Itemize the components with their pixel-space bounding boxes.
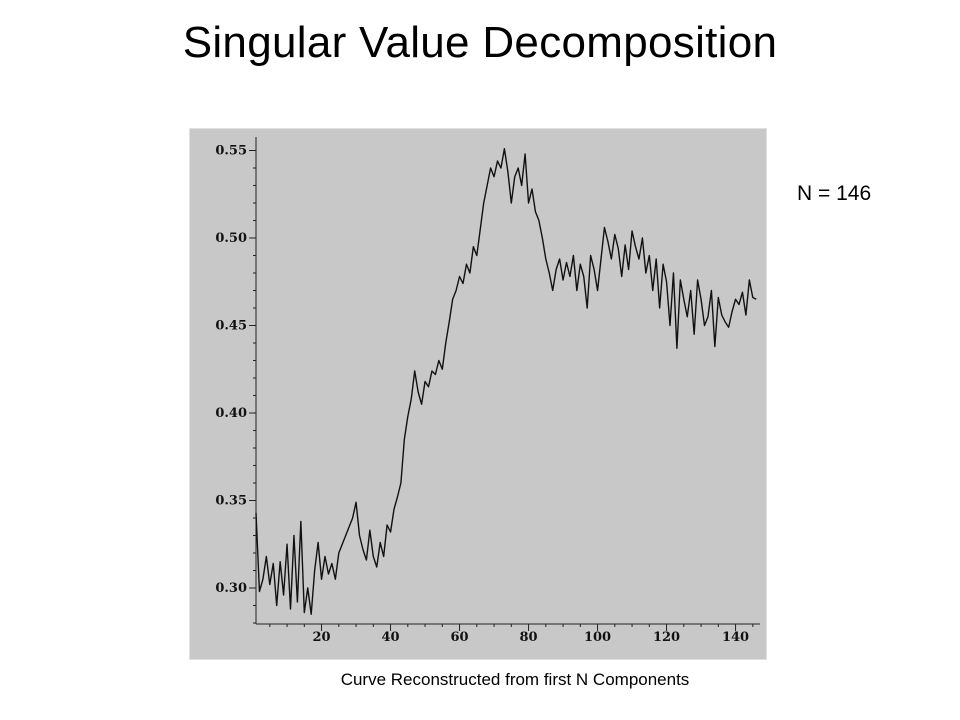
- x-tick-label: 140: [722, 630, 749, 645]
- slide-title: Singular Value Decomposition: [182, 18, 778, 67]
- component-count-label: N = 146: [797, 182, 872, 205]
- x-tick-label: 120: [653, 630, 680, 645]
- y-tick-label: 0.45: [215, 319, 247, 334]
- x-tick-label: 20: [313, 630, 331, 645]
- x-tick-label: 80: [520, 630, 538, 645]
- y-tick-label: 0.35: [215, 494, 247, 509]
- chart-caption: Curve Reconstructed from first N Compone…: [340, 670, 690, 689]
- y-tick-label: 0.40: [215, 406, 247, 421]
- y-tick-label: 0.55: [215, 144, 247, 159]
- y-axis: 0.30 0.35 0.40 0.45 0.50 0.55: [215, 137, 257, 624]
- x-tick-label: 100: [584, 630, 611, 645]
- x-tick-label: 60: [451, 630, 469, 645]
- x-tick-label: 40: [382, 630, 400, 645]
- series-group: [255, 148, 757, 615]
- series-line: [255, 148, 757, 615]
- x-axis: 20 40 60 80 100 120 140: [256, 623, 760, 645]
- line-chart: 0.30 0.35 0.40 0.45 0.50 0.55 20 40 60 80 100 120 1…: [215, 137, 760, 645]
- chart-panel: 0.30 0.35 0.40 0.45 0.50 0.55 20 40 60 80 100 120 1…: [189, 128, 767, 660]
- y-tick-label: 0.30: [215, 581, 247, 596]
- y-tick-label: 0.50: [215, 231, 247, 246]
